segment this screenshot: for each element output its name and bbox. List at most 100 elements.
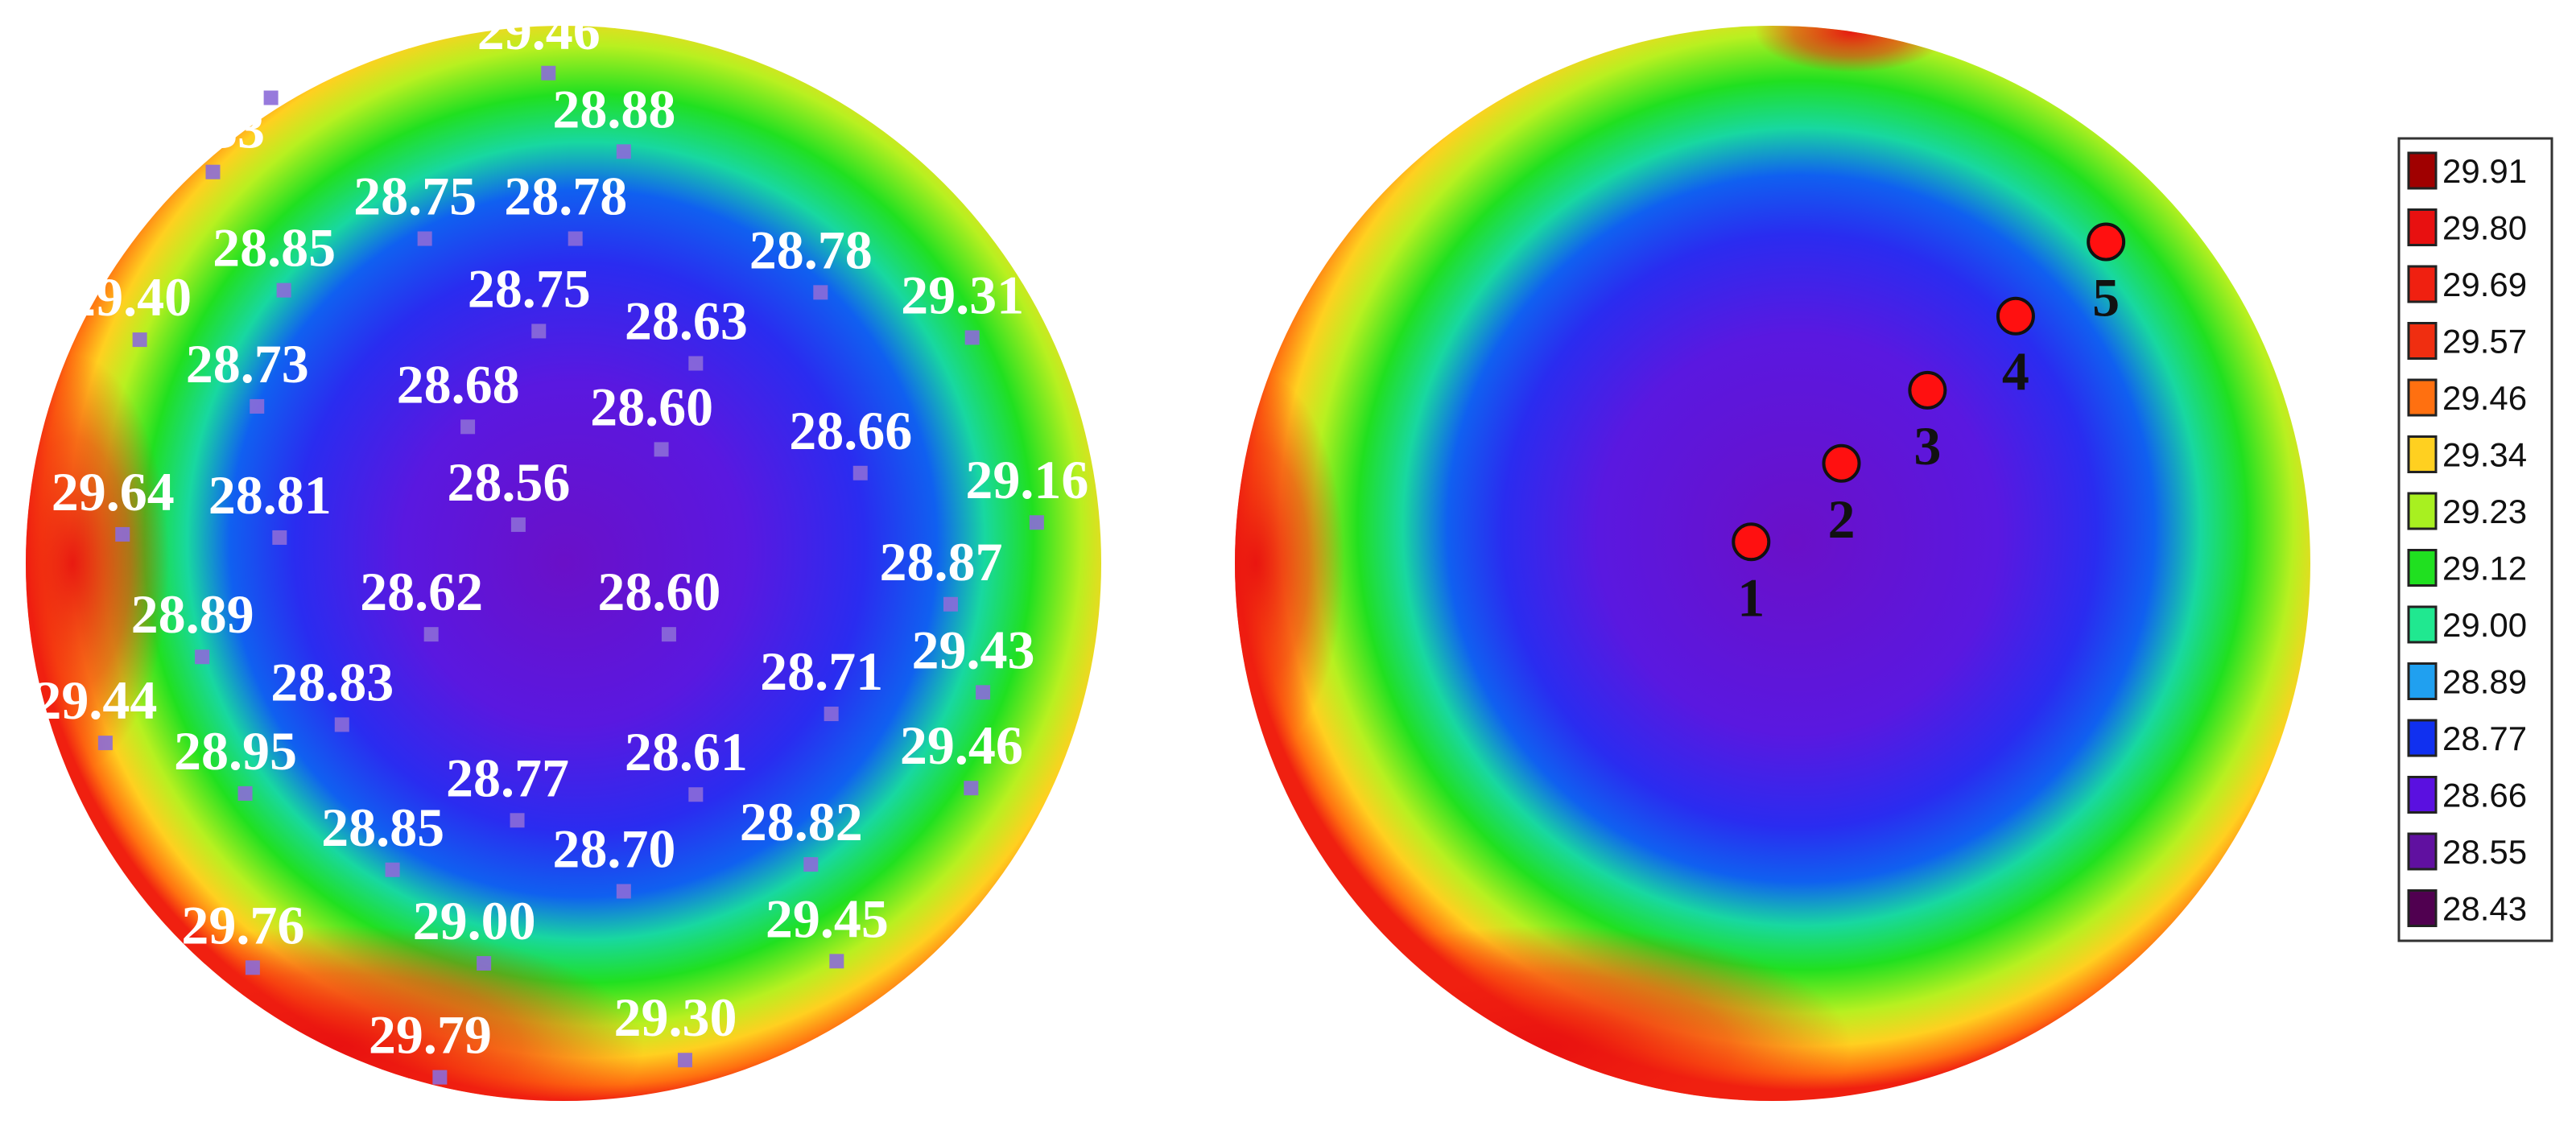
hot-zone — [1235, 370, 1344, 757]
probe-markers: 1 234 5 — [1732, 222, 2126, 628]
temperature-label: 28.71 — [760, 641, 883, 702]
sample-point — [250, 398, 265, 414]
temperature-label: 28.61 — [625, 721, 748, 782]
sample-point — [531, 324, 547, 339]
temperature-label: 29.43 — [912, 619, 1035, 680]
probe-marker — [2087, 222, 2126, 262]
sample-point — [276, 282, 291, 298]
temperature-label: 28.95 — [174, 720, 297, 781]
sample-point — [616, 884, 631, 899]
temperature-label: 28.82 — [740, 791, 863, 852]
legend-label: 28.43 — [2442, 890, 2527, 928]
probe-marker-label: 1 — [1737, 567, 1765, 628]
probe-marker — [1822, 443, 1861, 483]
sample-point — [829, 954, 844, 969]
sample-point — [964, 781, 979, 796]
sample-point — [205, 164, 221, 179]
sample-point — [803, 857, 819, 872]
sample-point — [813, 285, 828, 300]
temperature-label: 28.83 — [270, 651, 394, 712]
sample-point — [334, 717, 349, 732]
sample-point — [568, 231, 583, 246]
temperature-label: 29.16 — [965, 449, 1088, 510]
legend-swatch — [2407, 435, 2438, 473]
legend-swatch — [2407, 776, 2438, 814]
legend-label: 28.66 — [2442, 777, 2527, 814]
legend-label: 29.57 — [2442, 323, 2527, 361]
sample-point — [245, 960, 260, 975]
temperature-label: 29.00 — [413, 890, 536, 951]
temperature-label: 28.81 — [208, 464, 332, 526]
probe-marker-label: 3 — [1913, 415, 1941, 476]
legend-label: 29.23 — [2442, 493, 2527, 530]
sample-point — [661, 627, 676, 642]
sample-point — [541, 65, 556, 80]
temperature-label: 28.60 — [590, 376, 713, 437]
legend-label: 29.00 — [2442, 606, 2527, 644]
legend-swatch — [2407, 662, 2438, 700]
legend-swatch — [2407, 265, 2438, 303]
temperature-label: 28.78 — [749, 219, 873, 280]
temperature-label: 28.89 — [131, 583, 254, 645]
map-disc-right — [1235, 26, 2310, 1101]
temperature-label: 29.46 — [900, 715, 1023, 776]
temperature-label: 29.46 — [477, 0, 601, 61]
temperature-label: 28.60 — [597, 561, 720, 622]
sample-point — [510, 517, 526, 532]
hot-zone — [1755, 26, 1948, 72]
temperature-label: 29.64 — [52, 461, 175, 522]
legend-label: 28.77 — [2442, 719, 2527, 757]
sample-point — [417, 231, 432, 246]
temperature-label: 28.85 — [321, 797, 444, 858]
legend-label: 28.55 — [2442, 833, 2527, 871]
legend-label: 29.34 — [2442, 436, 2527, 474]
temperature-label: 28.78 — [504, 166, 627, 227]
sample-point — [115, 526, 130, 542]
temperature-label: 29.76 — [181, 894, 304, 955]
temperature-label: 28.37 — [200, 25, 323, 86]
temperature-label: 28.62 — [360, 561, 483, 622]
sample-point — [385, 862, 400, 877]
temperature-label: 28.85 — [213, 217, 336, 278]
sample-point — [263, 90, 279, 105]
sample-point — [1029, 515, 1044, 530]
temperature-label: 28.70 — [552, 818, 675, 879]
temperature-label: 28.75 — [353, 166, 477, 227]
sample-point — [272, 530, 287, 545]
sample-point — [688, 787, 704, 802]
sample-point — [688, 356, 704, 371]
sample-point — [976, 685, 991, 700]
legend-swatch — [2407, 719, 2438, 757]
legend-label: 29.69 — [2442, 266, 2527, 303]
sample-point — [943, 596, 958, 612]
sample-point — [423, 627, 439, 642]
legend-swatch — [2407, 492, 2438, 530]
legend-label: 29.46 — [2442, 379, 2527, 417]
temperature-label: 28.88 — [552, 78, 675, 139]
legend-swatch — [2407, 322, 2438, 360]
probe-marker — [1996, 296, 2035, 336]
legend-label: 28.89 — [2442, 663, 2527, 701]
sample-point — [852, 465, 868, 480]
sample-point — [432, 1070, 448, 1085]
probe-marker — [1908, 370, 1947, 410]
temperature-label: 28.63 — [625, 291, 748, 352]
temperature-label: 28.73 — [186, 333, 309, 394]
temperature-label: 29.79 — [369, 1004, 492, 1066]
sample-point — [510, 813, 525, 828]
temperature-map-right: 1 234 5 — [1235, 26, 2310, 1101]
sample-point — [460, 419, 476, 435]
map-disc-left — [26, 26, 1101, 1101]
temperature-label: 28.66 — [789, 400, 912, 461]
temperature-label: 29.40 — [68, 266, 192, 328]
probe-marker-label: 2 — [1828, 489, 1856, 550]
sample-point — [616, 144, 631, 159]
sample-point — [195, 649, 210, 665]
legend-label: 29.12 — [2442, 550, 2527, 587]
sample-points: 29.46 28.37 29.33 28.88 28.75 28.78 28.85 28.78… — [34, 0, 1088, 1085]
legend-swatch — [2407, 549, 2438, 587]
legend-swatch — [2407, 832, 2438, 871]
legend-swatch — [2407, 378, 2438, 417]
color-legend: 29.91 29.80 29.69 29.57 29.46 29.34 29.23 29.12… — [2397, 137, 2553, 942]
